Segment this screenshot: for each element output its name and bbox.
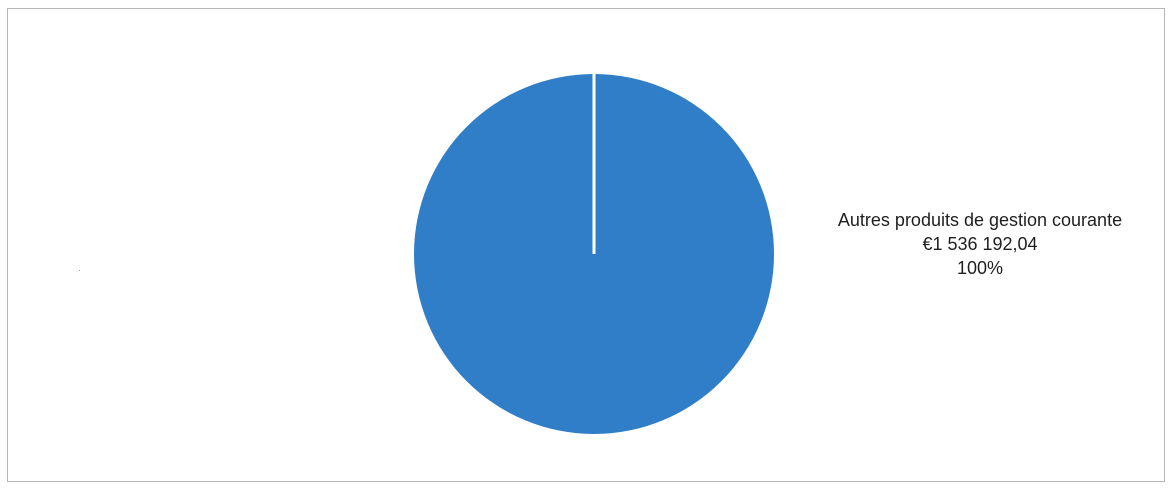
pie-slices [414, 74, 774, 434]
data-label: Autres produits de gestion courante €1 5… [790, 208, 1170, 280]
slice-value-label: €1 536 192,04 [922, 234, 1038, 254]
slice-category-label: Autres produits de gestion courante [837, 210, 1123, 230]
slice-percent-label: 100% [956, 258, 1004, 278]
scan-speck [79, 270, 80, 271]
